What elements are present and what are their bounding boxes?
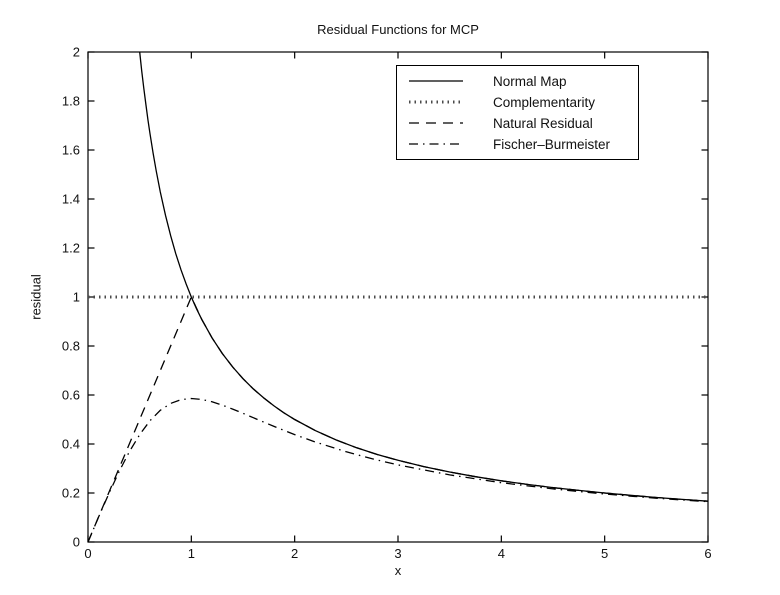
legend-label: Complementarity — [493, 94, 596, 110]
y-tick-label: 0.2 — [62, 486, 80, 501]
y-tick-label: 1.6 — [62, 143, 80, 158]
series-fischer-burmeister-line — [87, 397, 709, 543]
legend-sample-normal-map-line — [409, 80, 463, 82]
y-tick-label: 0.6 — [62, 388, 80, 403]
legend-item-fischer-burmeister: Fischer–Burmeister — [409, 134, 638, 155]
legend-label: Natural Residual — [493, 115, 593, 131]
y-tick-label: 1.4 — [62, 192, 80, 207]
x-tick-label: 0 — [84, 546, 91, 561]
y-tick-label: 1.8 — [62, 94, 80, 109]
series-natural-residual-line — [87, 295, 709, 543]
legend-box: Normal Map Complementarity Natural Residua… — [396, 65, 639, 160]
y-tick-label: 0 — [73, 535, 80, 550]
legend-sample-complementarity-line — [409, 100, 463, 104]
x-tick-label: 5 — [601, 546, 608, 561]
legend-item-normal-map: Normal Map — [409, 71, 638, 92]
y-tick-label: 0.8 — [62, 339, 80, 354]
y-tick-label: 0.4 — [62, 437, 80, 452]
y-tick-label: 2 — [73, 45, 80, 60]
series-normal-map-line — [139, 51, 709, 502]
x-tick-label: 2 — [291, 546, 298, 561]
y-tick-label: 1 — [73, 290, 80, 305]
y-axis-label: residual — [28, 274, 44, 320]
legend-label: Fischer–Burmeister — [493, 136, 611, 152]
legend-item-complementarity: Complementarity — [409, 92, 638, 113]
chart-title: Residual Functions for MCP — [317, 22, 479, 37]
x-tick-label: 1 — [188, 546, 195, 561]
x-tick-label: 4 — [498, 546, 505, 561]
legend-label: Normal Map — [493, 73, 567, 89]
legend-sample-fischer-burmeister-line — [409, 143, 463, 145]
y-tick-label: 1.2 — [62, 241, 80, 256]
x-tick-label: 3 — [394, 546, 401, 561]
legend-sample-natural-residual-line — [409, 122, 463, 124]
x-tick-label: 6 — [704, 546, 711, 561]
legend-item-natural-residual: Natural Residual — [409, 113, 638, 134]
x-axis-label: x — [394, 563, 402, 578]
